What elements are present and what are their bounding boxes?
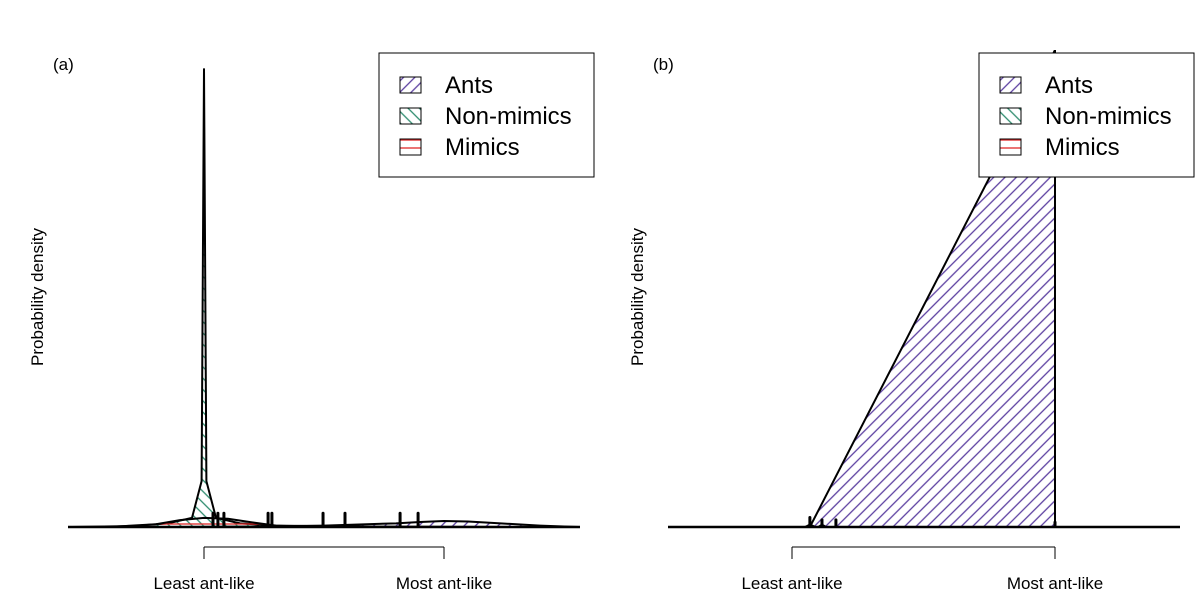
y-axis-label: Probability density [628, 228, 647, 366]
legend-label: Ants [445, 72, 493, 99]
legend-label: Ants [1045, 72, 1093, 99]
legend-swatch [999, 107, 1022, 125]
x-tick-label: Least ant-like [153, 574, 254, 593]
legend-label: Mimics [1045, 134, 1120, 161]
density-area [107, 516, 325, 527]
legend-label: Non-mimics [1045, 103, 1172, 130]
x-tick-label: Most ant-like [1007, 574, 1103, 593]
legend-swatch [399, 107, 422, 125]
panel-label: (a) [53, 55, 74, 74]
legend-swatch [399, 76, 422, 94]
legend-label: Non-mimics [445, 103, 572, 130]
legend-swatch [399, 138, 422, 156]
legend-swatch [999, 138, 1022, 156]
panel-label: (b) [653, 55, 674, 74]
legend-label: Mimics [445, 134, 520, 161]
x-tick-label: Most ant-like [396, 574, 492, 593]
y-axis-label: Probability density [28, 228, 47, 366]
legend-swatch [999, 76, 1022, 94]
x-tick-label: Least ant-like [741, 574, 842, 593]
